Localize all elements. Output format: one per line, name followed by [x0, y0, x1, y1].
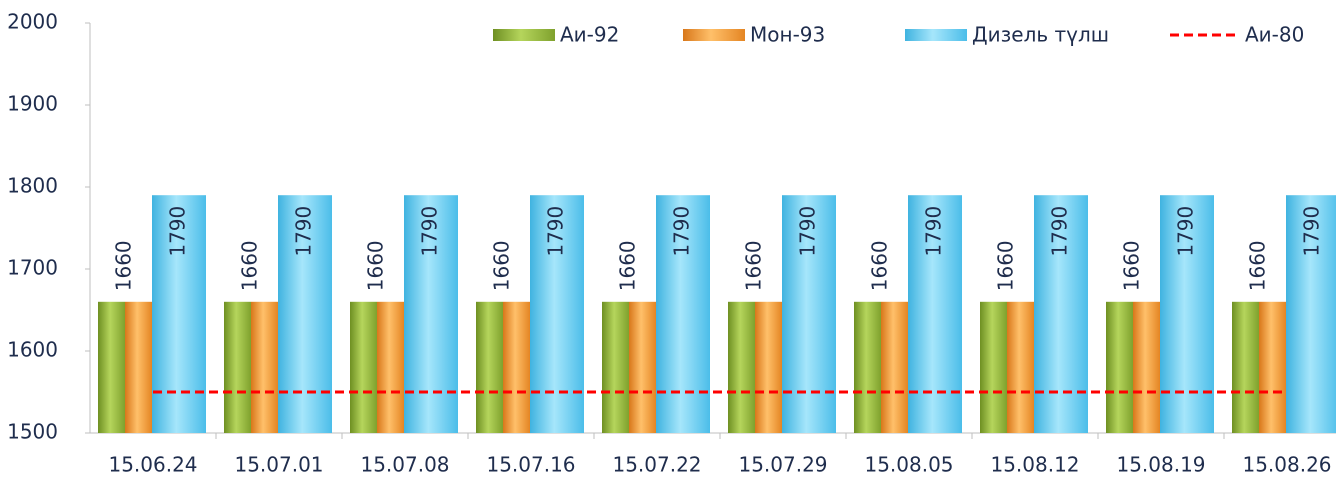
data-label: 1790 — [796, 206, 820, 257]
bar — [98, 301, 125, 433]
data-label: 1790 — [292, 206, 316, 257]
x-tick-label: 15.07.01 — [234, 453, 323, 477]
data-label: 1790 — [922, 206, 946, 257]
bar — [854, 301, 881, 433]
bar — [755, 301, 782, 433]
x-tick-label: 15.08.26 — [1242, 453, 1331, 477]
data-label: 1660 — [112, 240, 136, 291]
data-label: 1660 — [1246, 240, 1270, 291]
data-label: 1790 — [418, 206, 442, 257]
data-label: 1790 — [544, 206, 568, 257]
x-tick-label: 15.06.24 — [108, 453, 197, 477]
legend-label: Мон-93 — [750, 23, 825, 47]
data-label: 1660 — [238, 240, 262, 291]
legend-swatch — [683, 29, 745, 41]
legend-label: Аи-80 — [1245, 23, 1304, 47]
bar — [224, 301, 251, 433]
data-label: 1790 — [1048, 206, 1072, 257]
bar — [881, 301, 908, 433]
bar — [1106, 301, 1133, 433]
legend-label: Аи-92 — [560, 23, 619, 47]
bar — [350, 301, 377, 433]
x-tick-label: 15.07.22 — [612, 453, 701, 477]
data-label: 1790 — [1174, 206, 1198, 257]
legend-label: Дизель түлш — [972, 23, 1109, 47]
y-tick-label: 1900 — [7, 92, 58, 116]
y-tick-label: 1800 — [7, 174, 58, 198]
data-label: 1660 — [1120, 240, 1144, 291]
data-label: 1660 — [616, 240, 640, 291]
bar — [1232, 301, 1259, 433]
y-tick-label: 2000 — [7, 10, 58, 34]
data-label: 1660 — [364, 240, 388, 291]
data-label: 1790 — [166, 206, 190, 257]
data-label: 1790 — [1300, 206, 1324, 257]
bar — [377, 301, 404, 433]
bar — [251, 301, 278, 433]
x-tick-label: 15.08.12 — [990, 453, 1079, 477]
bar — [1007, 301, 1034, 433]
data-label: 1660 — [994, 240, 1018, 291]
x-tick-label: 15.08.19 — [1116, 453, 1205, 477]
y-tick-label: 1500 — [7, 420, 58, 444]
bar — [476, 301, 503, 433]
x-tick-label: 15.07.29 — [738, 453, 827, 477]
x-tick-label: 15.07.08 — [360, 453, 449, 477]
bar — [602, 301, 629, 433]
bar — [1286, 195, 1336, 433]
bar — [980, 301, 1007, 433]
legend-swatch — [905, 29, 967, 41]
legend-swatch — [493, 29, 555, 41]
y-tick-label: 1700 — [7, 256, 58, 280]
data-label: 1660 — [742, 240, 766, 291]
data-label: 1790 — [670, 206, 694, 257]
bar — [503, 301, 530, 433]
data-label: 1660 — [490, 240, 514, 291]
data-label: 1660 — [868, 240, 892, 291]
bar — [629, 301, 656, 433]
bar — [125, 301, 152, 433]
bar — [1259, 301, 1286, 433]
bar — [1133, 301, 1160, 433]
x-tick-label: 15.08.05 — [864, 453, 953, 477]
y-tick-label: 1600 — [7, 338, 58, 362]
x-tick-label: 15.07.16 — [486, 453, 575, 477]
bar — [728, 301, 755, 433]
